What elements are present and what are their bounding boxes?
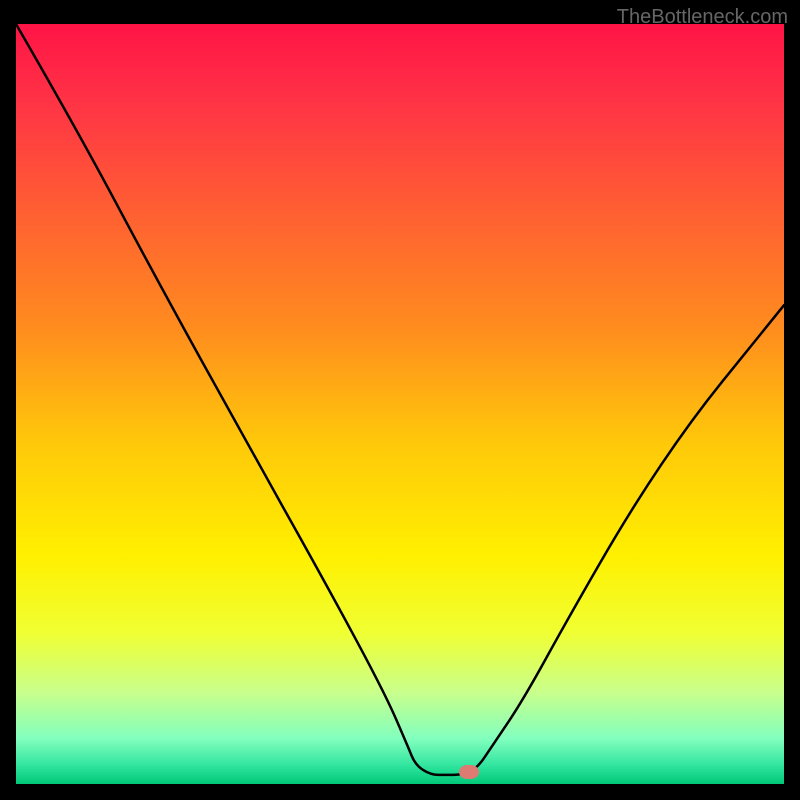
minimum-marker [459,765,479,779]
plot-frame [16,24,784,784]
gradient-background [16,24,784,784]
chart-svg [16,24,784,784]
watermark-text: TheBottleneck.com [617,6,788,29]
plot-canvas [16,24,784,784]
